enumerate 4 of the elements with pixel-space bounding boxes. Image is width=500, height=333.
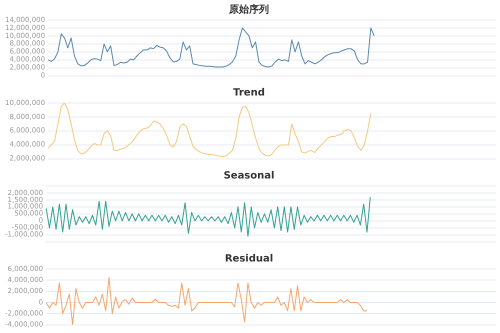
- chart-title: Trend: [233, 88, 265, 99]
- chart-title: Seasonal: [224, 170, 274, 182]
- chart-title: Residual: [224, 254, 274, 265]
- chart-title: 原始序列: [228, 4, 269, 16]
